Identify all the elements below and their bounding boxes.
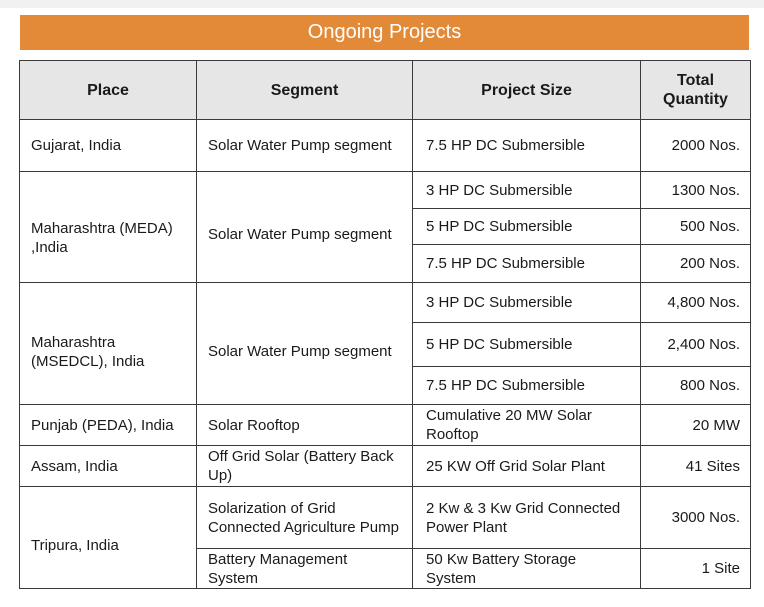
project-size-cell: 25 KW Off Grid Solar Plant bbox=[412, 445, 641, 487]
project-size-cell: 3 HP DC Submersible bbox=[412, 171, 641, 209]
quantity-cell: 3000 Nos. bbox=[640, 486, 751, 549]
quantity-cell: 1 Site bbox=[640, 548, 751, 589]
project-size-cell: 50 Kw Battery Storage System bbox=[412, 548, 641, 589]
project-size-cell: 7.5 HP DC Submersible bbox=[412, 366, 641, 405]
table-row: Gujarat, India Solar Water Pump segment … bbox=[19, 119, 751, 172]
project-size-cell: 3 HP DC Submersible bbox=[412, 282, 641, 323]
quantity-cell: 20 MW bbox=[640, 404, 751, 446]
column-header-segment: Segment bbox=[196, 60, 413, 120]
table-row: Battery Management System 50 Kw Battery … bbox=[20, 548, 751, 589]
column-header-project-size: Project Size bbox=[412, 60, 641, 120]
project-size-cell: Cumulative 20 MW Solar Rooftop bbox=[412, 404, 641, 446]
project-size-cell: 5 HP DC Submersible bbox=[412, 208, 641, 245]
place-cell: Tripura, India bbox=[19, 486, 197, 589]
table-row: 7.5 HP DC Submersible 800 Nos. bbox=[20, 366, 751, 405]
project-size-cell: 2 Kw & 3 Kw Grid Connected Power Plant bbox=[412, 486, 641, 549]
quantity-cell: 2,400 Nos. bbox=[640, 322, 751, 367]
table-row: Assam, India Off Grid Solar (Battery Bac… bbox=[19, 445, 751, 487]
table-row: Maharashtra (MSEDCL), India Solar Water … bbox=[19, 282, 751, 405]
segment-cell: Solarization of Grid Connected Agricultu… bbox=[196, 486, 413, 549]
segment-cell: Solar Water Pump segment bbox=[196, 171, 413, 283]
place-cell: Maharashtra (MEDA) ,India bbox=[19, 171, 197, 283]
quantity-cell: 41 Sites bbox=[640, 445, 751, 487]
segment-cell: Solar Rooftop bbox=[196, 404, 413, 446]
table-row: Punjab (PEDA), India Solar Rooftop Cumul… bbox=[19, 404, 751, 446]
table-row: Maharashtra (MEDA) ,India Solar Water Pu… bbox=[19, 171, 751, 283]
place-cell: Gujarat, India bbox=[19, 119, 197, 172]
quantity-cell: 4,800 Nos. bbox=[640, 282, 751, 323]
table-row: 5 HP DC Submersible 2,400 Nos. bbox=[20, 322, 751, 367]
place-cell: Assam, India bbox=[19, 445, 197, 487]
table-row: 5 HP DC Submersible 500 Nos. bbox=[20, 208, 751, 245]
quantity-cell: 1300 Nos. bbox=[640, 171, 751, 209]
segment-cell: Battery Management System bbox=[196, 548, 413, 589]
table-row: Tripura, India Solarization of Grid Conn… bbox=[19, 486, 751, 589]
section-title: Ongoing Projects bbox=[20, 15, 749, 50]
project-size-cell: 7.5 HP DC Submersible bbox=[412, 244, 641, 283]
quantity-cell: 500 Nos. bbox=[640, 208, 751, 245]
place-cell: Punjab (PEDA), India bbox=[19, 404, 197, 446]
top-strip bbox=[0, 0, 764, 8]
project-size-cell: 7.5 HP DC Submersible bbox=[412, 119, 641, 172]
column-header-total-quantity: Total Quantity bbox=[640, 60, 751, 120]
quantity-cell: 800 Nos. bbox=[640, 366, 751, 405]
quantity-cell: 200 Nos. bbox=[640, 244, 751, 283]
segment-cell: Solar Water Pump segment bbox=[196, 282, 413, 405]
quantity-cell: 2000 Nos. bbox=[640, 119, 751, 172]
column-header-place: Place bbox=[19, 60, 197, 120]
segment-cell: Off Grid Solar (Battery Back Up) bbox=[196, 445, 413, 487]
projects-table: Place Segment Project Size Total Quantit… bbox=[19, 60, 751, 589]
place-cell: Maharashtra (MSEDCL), India bbox=[19, 282, 197, 405]
project-size-cell: 5 HP DC Submersible bbox=[412, 322, 641, 367]
table-row: 7.5 HP DC Submersible 200 Nos. bbox=[20, 244, 751, 283]
segment-cell: Solar Water Pump segment bbox=[196, 119, 413, 172]
table-header-row: Place Segment Project Size Total Quantit… bbox=[19, 60, 751, 120]
